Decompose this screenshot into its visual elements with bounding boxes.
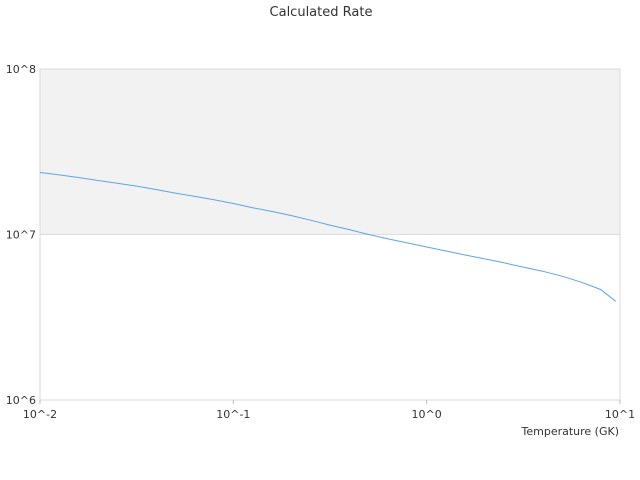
x-tick-label: 10^1 [605,408,635,421]
x-tick-label: 10^0 [412,408,442,421]
x-tick-label: 10^-2 [23,408,57,421]
rate-series-line [39,172,617,302]
y-tick-label: 10^7 [6,229,36,242]
x-axis-ticks: 10^-2 10^-1 10^0 10^1 [23,400,635,421]
y-axis-ticks: 10^6 10^7 10^8 [6,63,620,407]
y-tick-label: 10^8 [6,63,36,76]
y-tick-label: 10^6 [6,394,36,407]
chart-title: Calculated Rate [270,5,373,20]
plot-area [39,68,621,401]
x-tick-label: 10^-1 [216,408,250,421]
shaded-band [40,69,620,235]
series-layer [39,172,617,302]
x-axis-label: Temperature (GK) [521,425,620,438]
